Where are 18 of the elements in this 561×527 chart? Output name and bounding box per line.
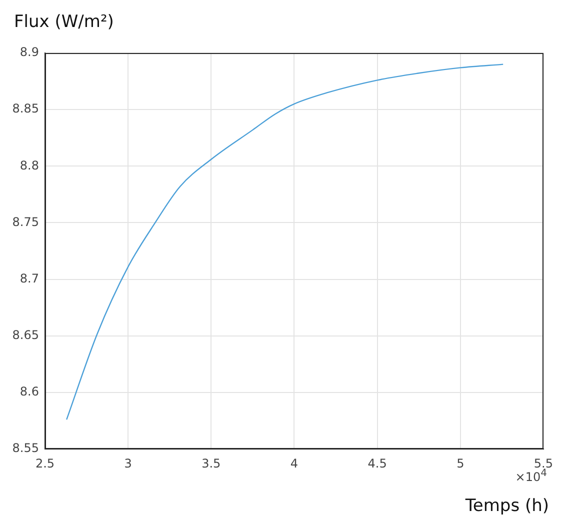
y-tick-label: 8.65 xyxy=(12,328,39,342)
line-series xyxy=(66,64,504,420)
y-tick-label: 8.9 xyxy=(20,45,39,60)
text: ×10$^{4}$ xyxy=(515,468,547,484)
y-tick-label: 8.75 xyxy=(12,214,39,229)
y-tick-label: 8.55 xyxy=(12,441,39,456)
x-tick-label: 3 xyxy=(124,456,132,470)
x-tick-label: 4 xyxy=(290,456,298,470)
y-axis-title: Flux (W/m²) xyxy=(14,12,114,32)
x-tick-label: 4.5 xyxy=(368,456,387,470)
x-tick-label: 5 xyxy=(456,456,464,470)
x-tick-label: 2.5 xyxy=(35,456,55,470)
y-tick-label: 8.8 xyxy=(20,158,39,172)
y-tick-label: 8.7 xyxy=(20,271,39,286)
y-tick-label: 8.85 xyxy=(12,102,39,116)
x-tick-label: 3.5 xyxy=(202,456,221,470)
y-tick-label: 8.6 xyxy=(20,384,39,399)
x-axis-title: Temps (h) xyxy=(465,496,549,516)
